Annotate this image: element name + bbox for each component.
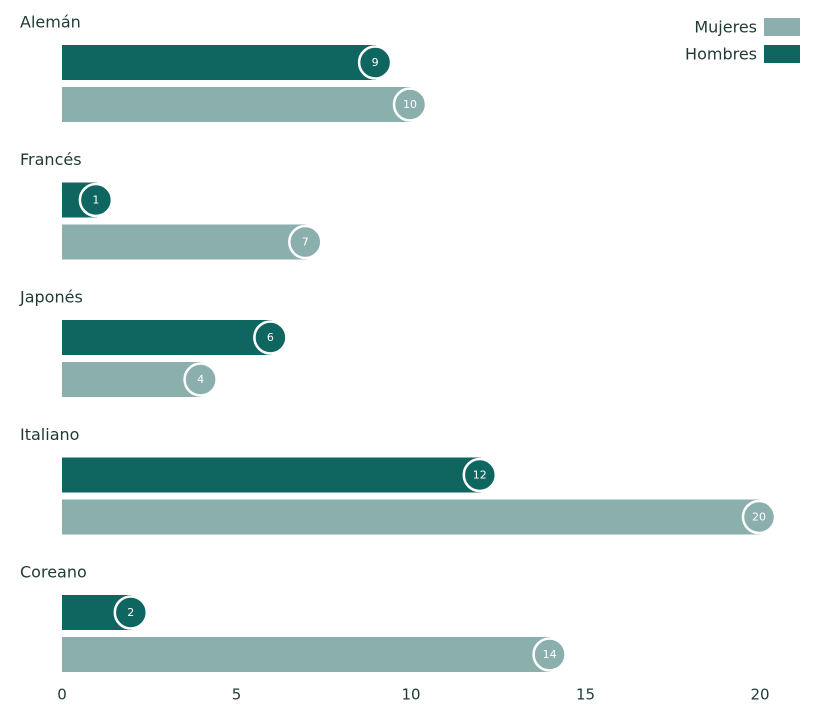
- data-label-badge: [253, 320, 288, 355]
- data-label-badge: [113, 595, 149, 630]
- x-tick-label: 0: [57, 686, 67, 704]
- data-label: 7: [302, 236, 309, 249]
- bar: [62, 224, 307, 260]
- bar: [62, 499, 760, 535]
- x-tick-label: 15: [576, 686, 595, 704]
- data-label: 20: [752, 511, 766, 524]
- data-label-badge: [462, 457, 498, 493]
- data-label: 2: [127, 606, 134, 619]
- bar: [62, 45, 377, 80]
- data-label-badge: [357, 45, 393, 80]
- data-label: 10: [403, 98, 417, 111]
- x-tick-label: 10: [401, 686, 420, 704]
- data-label-badge: [741, 499, 777, 535]
- bar: [62, 457, 481, 493]
- legend-swatch: [764, 18, 800, 36]
- bar: [62, 320, 272, 355]
- legend-swatch: [764, 45, 800, 63]
- x-tick-label: 20: [750, 686, 769, 704]
- x-tick-label: 5: [232, 686, 242, 704]
- data-label: 9: [372, 56, 379, 69]
- category-label: Francés: [20, 150, 82, 169]
- data-label-badge: [392, 87, 428, 122]
- category-label: Coreano: [20, 563, 87, 582]
- data-label-badge: [183, 362, 218, 397]
- bar: [62, 637, 551, 672]
- data-label: 1: [92, 194, 99, 207]
- data-label: 12: [473, 469, 487, 482]
- legend-label: Mujeres: [694, 18, 757, 37]
- category-label: Alemán: [20, 13, 81, 32]
- data-label-badge: [288, 224, 323, 260]
- bar: [62, 87, 411, 122]
- data-label: 4: [197, 373, 204, 386]
- data-label: 14: [543, 648, 557, 661]
- data-label: 6: [267, 331, 274, 344]
- data-label-badge: [78, 182, 114, 218]
- bar: [62, 362, 202, 397]
- legend-label: Hombres: [685, 45, 757, 64]
- category-label: Italiano: [20, 425, 79, 444]
- category-label: Japonés: [19, 288, 83, 307]
- data-label-badge: [532, 637, 567, 672]
